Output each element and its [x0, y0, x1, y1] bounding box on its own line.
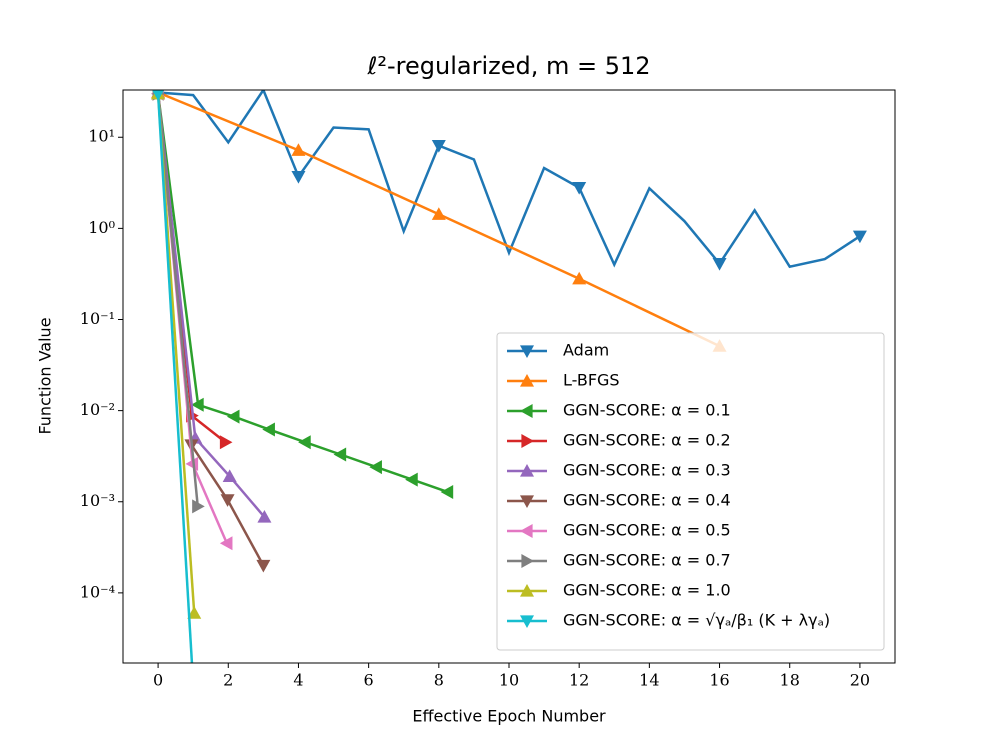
x-tick-label: 0: [153, 671, 163, 690]
series-marker: [192, 499, 205, 514]
series-line: [156, 93, 266, 518]
series-marker: [712, 258, 727, 271]
series-line: [156, 93, 229, 544]
series-marker: [369, 460, 382, 475]
series-marker: [220, 494, 235, 507]
legend-label: Adam: [563, 341, 609, 360]
y-tick-label: 10⁻¹: [80, 309, 115, 328]
x-tick-label: 8: [434, 671, 444, 690]
series-marker: [291, 170, 306, 184]
series-marker: [187, 606, 202, 619]
series-marker: [852, 230, 867, 244]
legend-marker: [521, 434, 534, 448]
chart-title: ℓ²-regularized, m = 512: [366, 52, 650, 80]
legend-marker: [520, 404, 533, 418]
series-marker: [291, 143, 306, 156]
x-tick-label: 10: [499, 671, 519, 690]
series-marker: [431, 139, 446, 153]
legend-marker: [521, 554, 534, 568]
legend-label: L-BFGS: [563, 371, 620, 390]
legend-label: GGN-SCORE: α = 0.7: [563, 551, 731, 570]
legend-marker: [520, 524, 533, 538]
y-tick-label: 10⁻²: [80, 400, 115, 419]
series-marker: [191, 397, 204, 412]
series-marker: [152, 90, 165, 101]
series-marker: [405, 472, 418, 487]
plot-area: [151, 90, 867, 691]
series-marker: [333, 447, 347, 462]
series-marker: [186, 678, 200, 691]
series-marker: [431, 207, 446, 220]
legend-label: GGN-SCORE: α = 0.1: [563, 401, 731, 420]
y-axis-label: Function Value: [36, 317, 55, 434]
x-tick-label: 18: [780, 671, 800, 690]
legend-marker: [520, 464, 534, 477]
legend-box: [496, 332, 885, 651]
series-line: [157, 90, 861, 269]
series-marker: [262, 422, 275, 437]
series-marker: [226, 409, 240, 424]
legend-marker: [520, 615, 534, 628]
legend-label: GGN-SCORE: α = 0.3: [563, 461, 731, 480]
series-marker: [572, 182, 587, 195]
x-axis-label: Effective Epoch Number: [412, 707, 606, 726]
y-tick-label: 10⁰: [88, 218, 115, 237]
series-marker: [440, 484, 454, 499]
series-marker: [219, 536, 233, 551]
legend-marker: [520, 584, 534, 597]
legend-marker: [520, 345, 534, 358]
x-tick-label: 14: [639, 671, 659, 690]
y-tick-label: 10⁻³: [80, 491, 115, 510]
series-line: [156, 93, 194, 663]
series-marker: [572, 271, 587, 285]
x-tick-label: 4: [293, 671, 303, 690]
legend-label: GGN-SCORE: α = 0.5: [563, 521, 731, 540]
x-tick-label: 16: [709, 671, 729, 690]
series-line: [156, 93, 199, 507]
y-tick-label: 10¹: [88, 127, 115, 146]
series-marker: [298, 435, 311, 450]
x-tick-label: 6: [364, 671, 374, 690]
x-tick-label: 20: [850, 671, 870, 690]
legend-label: GGN-SCORE: α = 0.4: [563, 491, 731, 510]
x-tick-label: 12: [569, 671, 589, 690]
series-marker: [219, 435, 233, 450]
legend-label: GGN-SCORE: α = 0.2: [563, 431, 731, 450]
y-tick-label: 10⁻⁴: [80, 582, 115, 601]
series-marker: [257, 510, 272, 523]
series-marker: [256, 559, 271, 573]
series-marker: [222, 469, 237, 482]
x-tick-label: 2: [223, 671, 233, 690]
legend-label: GGN-SCORE: α = 1.0: [563, 581, 731, 600]
legend-marker: [520, 495, 534, 508]
legend-label: GGN-SCORE: α = √γₐ/β₁ (K + λγₐ): [563, 611, 830, 630]
legend-marker: [520, 374, 534, 387]
